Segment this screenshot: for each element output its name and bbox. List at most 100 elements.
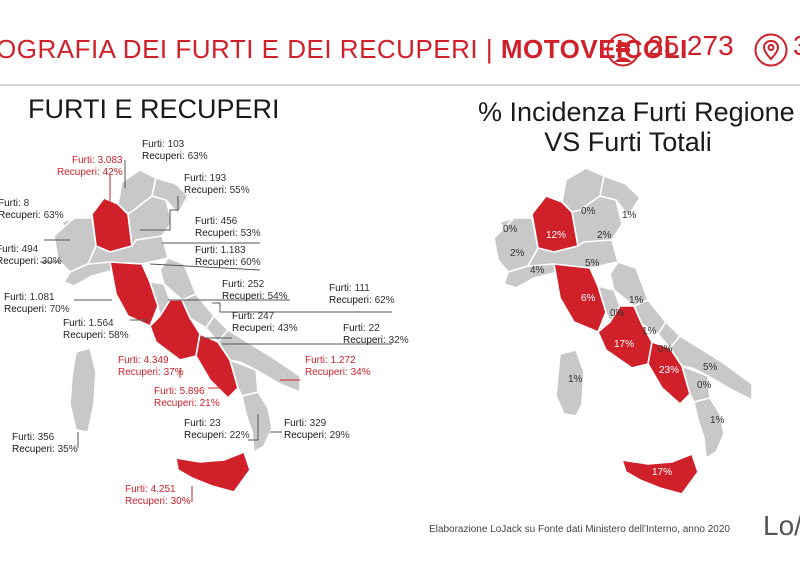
key-recuperi: Recuperi	[4, 304, 45, 315]
pct-veneto: 2%	[597, 230, 612, 241]
key-furti: Furti	[0, 244, 16, 255]
label-toscana-region: Furti: 1.564 Recuperi: 58%	[63, 318, 129, 341]
recuperi-value: 34%	[350, 367, 371, 378]
key-recuperi: Recuperi	[305, 367, 346, 378]
furti-value: 23	[209, 418, 221, 429]
label-emilia: Furti: 1.183 Recuperi: 60%	[195, 245, 261, 268]
furti-value: 1.183	[220, 245, 246, 256]
pct-lazio: 17%	[614, 339, 634, 350]
region-friuli	[151, 177, 189, 215]
percentage-labels: 0% 1% 0% 12% 2% 2% 4% 5% 6% 1% 0% 1% 17%…	[503, 206, 725, 478]
pct-piemonte: 2%	[510, 248, 525, 259]
key-recuperi: Recuperi	[0, 210, 39, 221]
furti-value: 8	[23, 198, 30, 209]
pct-lombardia: 12%	[546, 230, 566, 241]
key-furti: Furti	[118, 355, 138, 366]
label-abruzzo: Furti: 247 Recuperi: 43%	[232, 311, 298, 334]
key-recuperi: Recuperi	[118, 367, 159, 378]
page-title-category: MOTOVEICOLI	[500, 34, 688, 64]
recuperi-value: 63%	[43, 210, 64, 221]
key-furti: Furti	[329, 283, 349, 294]
recuperi-value: 22%	[229, 430, 250, 441]
pct-calabria: 1%	[710, 415, 725, 426]
recuperi-value: 55%	[229, 185, 250, 196]
recuperi-value: 30%	[170, 496, 191, 507]
key-recuperi: Recuperi	[0, 256, 37, 267]
furti-value: 1.564	[88, 318, 114, 329]
key-recuperi: Recuperi	[184, 430, 225, 441]
pct-toscana: 6%	[581, 293, 596, 304]
recuperi-value: 53%	[240, 228, 261, 239]
furti-value: 1.081	[29, 292, 55, 303]
furti-value: 247	[257, 311, 275, 322]
recuperi-value: 62%	[374, 295, 395, 306]
region-sardegna	[555, 349, 585, 417]
key-furti: Furti	[72, 155, 93, 166]
region-lazio	[597, 305, 653, 369]
furti-value: 456	[220, 216, 238, 227]
pct-liguria: 4%	[530, 265, 545, 276]
label-lazio: Furti: 4.349 Recuperi: 37%	[118, 355, 184, 378]
recuperi-value: 21%	[199, 398, 220, 409]
furti-value: 1.272	[330, 355, 356, 366]
pct-campania: 23%	[659, 365, 679, 376]
recuperi-value: 32%	[388, 335, 409, 346]
furti-value: 329	[309, 418, 327, 429]
left-map-title: FURTI E RECUPERI	[28, 94, 280, 124]
page-title-main: OGRAFIA DEI FURTI E DEI RECUPERI |	[0, 34, 501, 64]
furti-value: 356	[37, 432, 55, 443]
region-toscana	[109, 261, 159, 327]
locations-total: 3	[793, 30, 800, 62]
label-basilicata: Furti: 23 Recuperi: 22%	[184, 418, 250, 441]
pct-emilia: 5%	[585, 258, 600, 269]
key-recuperi: Recuperi	[142, 151, 183, 162]
key-recuperi: Recuperi	[232, 323, 273, 334]
page-title: OGRAFIA DEI FURTI E DEI RECUPERI | MOTOV…	[0, 34, 688, 65]
furti-value: 3.083	[97, 155, 123, 166]
italy-regions-left	[53, 169, 301, 493]
label-marche: Furti: 252 Recuperi: 54%	[222, 279, 288, 302]
pct-sicilia: 17%	[652, 467, 672, 478]
region-sicilia	[175, 451, 251, 493]
region-calabria	[693, 397, 725, 459]
pct-puglia: 5%	[703, 362, 718, 373]
key-recuperi: Recuperi	[343, 335, 384, 346]
location-pin-icon	[754, 33, 788, 67]
right-map-title-line1: % Incidenza Furti Regione	[478, 97, 795, 127]
furti-value: 22	[368, 323, 380, 334]
thief-icon	[606, 33, 640, 67]
recuperi-value: 30%	[41, 256, 62, 267]
label-calabria: Furti: 329 Recuperi: 29%	[284, 418, 350, 441]
key-furti: Furti	[12, 432, 32, 443]
key-recuperi: Recuperi	[222, 291, 263, 302]
label-molise: Furti: 22 Recuperi: 32%	[343, 323, 409, 346]
key-furti: Furti	[305, 355, 325, 366]
recuperi-value: 63%	[187, 151, 208, 162]
key-recuperi: Recuperi	[12, 444, 53, 455]
label-valle-aosta: Furti: 8 Recuperi: 63%	[0, 198, 64, 221]
key-furti: Furti	[4, 292, 24, 303]
label-veneto: Furti: 456 Recuperi: 53%	[195, 216, 261, 239]
furti-value: 103	[167, 139, 185, 150]
furti-value: 193	[209, 173, 227, 184]
leader-lines-left	[40, 160, 392, 502]
recuperi-value: 29%	[329, 430, 350, 441]
key-recuperi: Recuperi	[195, 257, 236, 268]
source-note: Elaborazione LoJack su Fonte dati Minist…	[429, 524, 730, 535]
key-furti: Furti	[154, 386, 174, 397]
key-furti: Furti	[63, 318, 83, 329]
right-map-title-line2: VS Furti Totali	[544, 127, 712, 157]
furti-value: 111	[354, 283, 370, 294]
key-furti: Furti	[343, 323, 363, 334]
key-furti: Furti	[142, 139, 162, 150]
key-furti: Furti	[184, 418, 204, 429]
key-recuperi: Recuperi	[125, 496, 166, 507]
furti-value: 4.349	[143, 355, 169, 366]
italy-regions-right	[493, 167, 753, 495]
recuperi-value: 42%	[102, 167, 123, 178]
recuperi-value: 60%	[240, 257, 261, 268]
label-puglia: Furti: 1.272 Recuperi: 34%	[305, 355, 371, 378]
key-furti: Furti	[222, 279, 242, 290]
